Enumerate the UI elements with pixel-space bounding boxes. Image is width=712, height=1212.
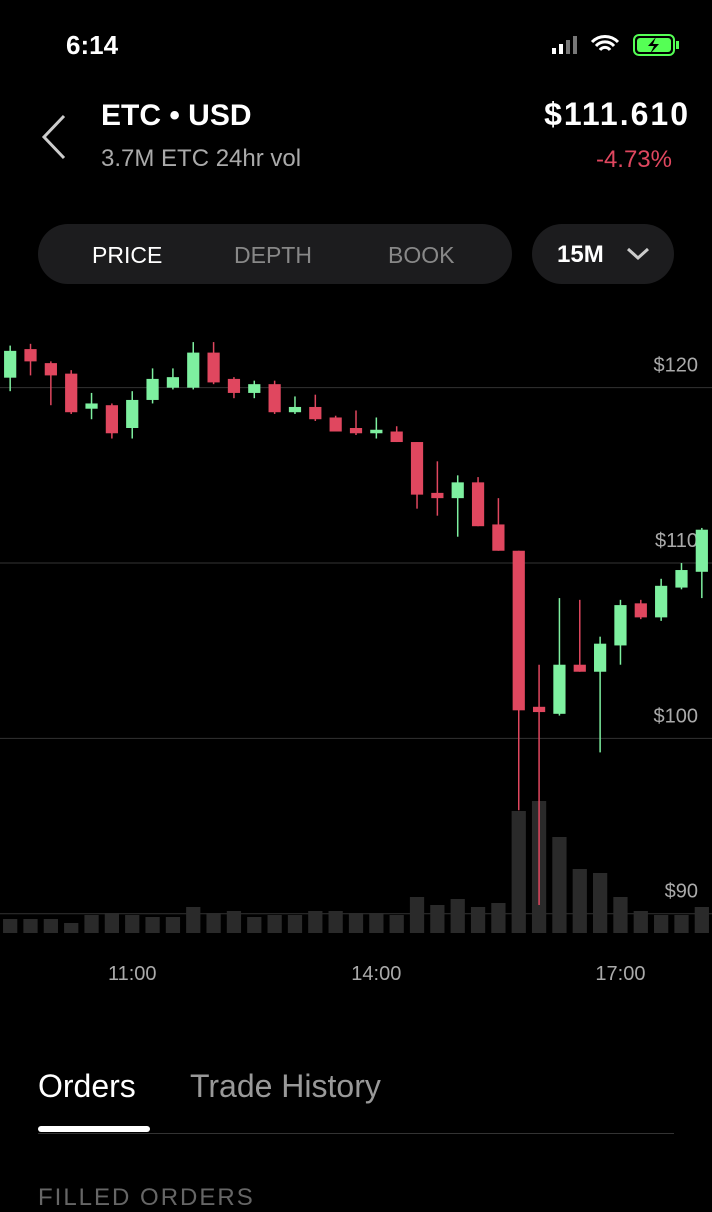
volume-bar <box>186 907 201 933</box>
candle-body <box>410 442 424 495</box>
candle-body <box>105 405 118 434</box>
volume-bar <box>206 913 221 933</box>
volume-bar <box>470 907 486 933</box>
volume-bar <box>348 913 364 933</box>
volume-bar <box>491 903 506 933</box>
volume-bar <box>592 873 608 933</box>
candle-body <box>695 529 708 572</box>
volume-bar <box>287 915 303 933</box>
candle-body <box>349 428 363 434</box>
volume-bar <box>145 917 160 933</box>
back-button[interactable] <box>36 112 72 162</box>
candle-body <box>471 482 485 527</box>
candle-body <box>532 706 546 713</box>
candle-body <box>85 403 98 409</box>
volume-bar <box>43 919 58 933</box>
volume-bar <box>165 917 181 933</box>
candle-body <box>24 349 37 362</box>
candle-body <box>207 352 220 383</box>
volume-bar <box>409 897 425 933</box>
candle-body <box>594 643 607 672</box>
candle-body <box>634 603 647 618</box>
bottom-tab[interactable]: Orders <box>38 1068 136 1104</box>
bottom-tab[interactable]: Trade History <box>190 1068 381 1104</box>
candlestick-chart: $90 $100 $110 $120 11:00 14:00 17:00 <box>0 342 712 985</box>
divider <box>38 1133 674 1134</box>
volume-bar <box>64 923 79 933</box>
dropdown-icon <box>626 247 650 261</box>
volume-bar <box>511 811 526 933</box>
candle-body <box>512 550 525 711</box>
candle-body <box>451 482 464 499</box>
candle-body <box>431 492 444 499</box>
x-tick-label: 17:00 <box>595 963 645 985</box>
volume-bar <box>613 897 628 933</box>
candle-body <box>44 363 57 376</box>
candle-body <box>329 417 342 432</box>
volume-bar <box>247 917 262 933</box>
volume-bar <box>308 911 323 933</box>
volume-bar <box>23 919 38 933</box>
volume-bar <box>430 905 445 933</box>
tab-indicator <box>38 1126 150 1132</box>
volume-bar <box>572 869 587 933</box>
candle-body <box>492 524 505 551</box>
y-tick-label: $110 <box>655 530 698 552</box>
interval-selector[interactable]: 15M <box>532 224 674 284</box>
status-icons <box>552 34 679 56</box>
volume-bar <box>674 915 689 933</box>
candle-body <box>227 378 241 393</box>
volume-bar <box>552 837 567 933</box>
candle-body <box>655 585 668 618</box>
volume-bar <box>328 911 343 933</box>
volume-bar <box>633 911 648 933</box>
price: $111.610 <box>544 96 690 132</box>
candle-body <box>166 377 180 388</box>
y-tick-label: $90 <box>665 881 698 903</box>
candle-body <box>268 384 281 413</box>
x-tick-label: 14:00 <box>351 963 401 985</box>
tab[interactable]: PRICE <box>92 242 163 268</box>
candle-body <box>675 570 688 588</box>
volume-bar <box>104 913 120 933</box>
pair-volume: 3.7M ETC 24hr vol <box>101 145 302 172</box>
interval: 15M <box>557 241 604 268</box>
candle-body <box>614 605 627 646</box>
volume-bar <box>389 915 404 933</box>
candle-body <box>126 399 139 429</box>
candle-body <box>248 384 261 393</box>
volume-bar <box>694 907 709 933</box>
candle-body <box>573 664 586 672</box>
candle-body <box>370 429 383 434</box>
volume-bar <box>450 899 465 933</box>
tab[interactable]: DEPTH <box>234 242 312 268</box>
status-time: 6:14 <box>66 30 119 60</box>
x-tick-label: 11:00 <box>108 963 157 985</box>
volume-bar <box>267 915 282 933</box>
candle-body <box>4 350 17 378</box>
volume-bar <box>84 915 99 933</box>
candle-body <box>65 373 78 413</box>
volume-bar <box>369 913 384 933</box>
candle-body <box>309 406 322 420</box>
candle-body <box>390 431 403 443</box>
volume-bar <box>3 919 18 933</box>
section-title: FILLED ORDERS <box>38 1184 255 1211</box>
candle-body <box>187 352 200 388</box>
volume-bar <box>125 915 140 933</box>
candle-body <box>288 406 302 413</box>
candle-body <box>146 378 159 400</box>
volume-bar <box>226 911 242 933</box>
y-tick-label: $100 <box>654 705 699 727</box>
y-tick-label: $120 <box>654 355 699 377</box>
tab[interactable]: BOOK <box>388 242 455 268</box>
volume-bar <box>654 915 669 933</box>
candle-body <box>553 664 566 714</box>
price-change: -4.73% <box>595 146 672 173</box>
tab-bar: PRICE DEPTH BOOK <box>38 224 512 284</box>
pair-title: ETC • USD <box>101 99 252 132</box>
